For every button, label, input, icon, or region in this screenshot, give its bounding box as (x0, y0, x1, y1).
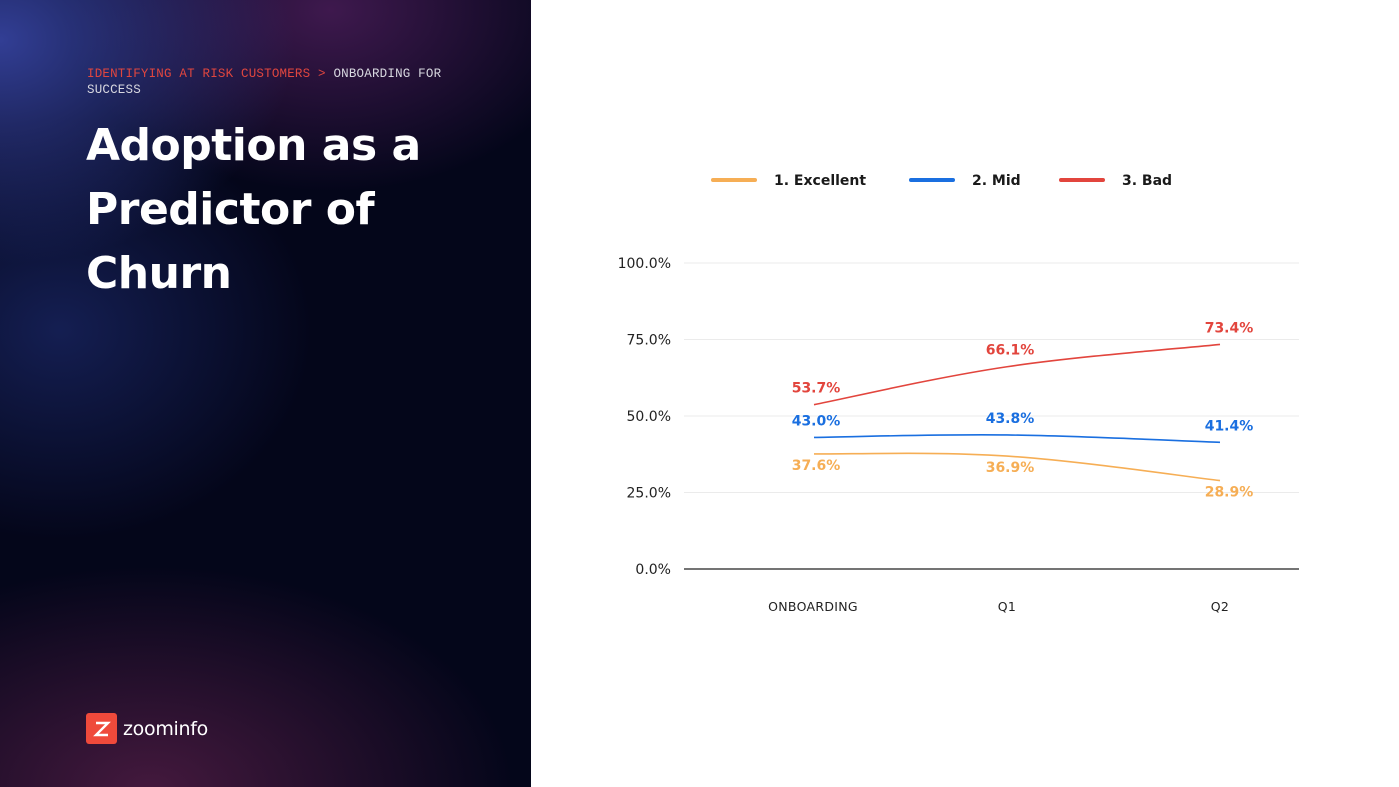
legend-label: 2. Mid (972, 173, 1021, 189)
page-title: Adoption as a Predictor of Churn (86, 120, 421, 299)
series-line-3-bad (813, 343, 1221, 406)
x-tick-label: Q2 (1211, 599, 1229, 614)
legend-item-1-excellent: 1. Excellent (711, 173, 866, 189)
y-tick-label: 25.0% (627, 486, 671, 502)
zoominfo-logo-icon (86, 713, 117, 744)
data-label-1-excellent: 28.9% (1205, 485, 1254, 501)
data-label-1-excellent: 37.6% (792, 458, 841, 474)
legend-item-2-mid: 2. Mid (909, 173, 1021, 189)
data-label-3-bad: 53.7% (792, 381, 841, 397)
y-tick-label: 75.0% (627, 333, 671, 349)
data-label-3-bad: 73.4% (1205, 320, 1254, 336)
z-letter-glyph (92, 721, 111, 736)
series-line-2-mid (813, 434, 1221, 444)
chart-gridlines (684, 262, 1299, 570)
x-tick-label: ONBOARDING (768, 599, 858, 614)
series-line-1-excellent (813, 452, 1221, 482)
data-label-2-mid: 43.0% (792, 413, 841, 429)
chart-area: 1. Excellent 2. Mid 3. Bad 0.0% 25.0% 50.0% 7… (531, 0, 1399, 787)
legend-label: 1. Excellent (774, 173, 866, 189)
breadcrumb-section: IDENTIFYING AT RISK CUSTOMERS (87, 67, 311, 81)
data-label-2-mid: 43.8% (986, 411, 1035, 427)
logo-wordmark: zoominfo (123, 717, 208, 740)
legend-item-3-bad: 3. Bad (1059, 173, 1172, 189)
y-axis: 0.0% 25.0% 50.0% 75.0% 100.0% (618, 256, 671, 578)
data-label-1-excellent: 36.9% (986, 460, 1035, 476)
y-tick-label: 100.0% (618, 256, 671, 272)
data-label-3-bad: 66.1% (986, 343, 1035, 359)
x-axis: ONBOARDING Q1 Q2 (768, 599, 1229, 614)
y-tick-label: 50.0% (627, 409, 671, 425)
line-chart: 1. Excellent 2. Mid 3. Bad 0.0% 25.0% 50.0% 7… (618, 173, 1299, 614)
zoominfo-logo: zoominfo (86, 713, 208, 744)
data-labels: 37.6% 36.9% 28.9% 43.0% 43.8% 41.4% 53.7% 66.1%… (792, 320, 1254, 500)
series-lines (813, 343, 1221, 482)
legend-label: 3. Bad (1122, 173, 1172, 189)
title-panel: IDENTIFYING AT RISK CUSTOMERS > ONBOARDI… (0, 0, 531, 787)
x-tick-label: Q1 (998, 599, 1016, 614)
breadcrumb: IDENTIFYING AT RISK CUSTOMERS > ONBOARDI… (87, 66, 447, 98)
breadcrumb-separator: > (318, 67, 326, 81)
data-label-2-mid: 41.4% (1205, 418, 1254, 434)
y-tick-label: 0.0% (635, 562, 671, 578)
breadcrumb-current-page: ONBOARDING FOR SUCCESS (87, 67, 442, 97)
chart-legend: 1. Excellent 2. Mid 3. Bad (711, 173, 1172, 189)
